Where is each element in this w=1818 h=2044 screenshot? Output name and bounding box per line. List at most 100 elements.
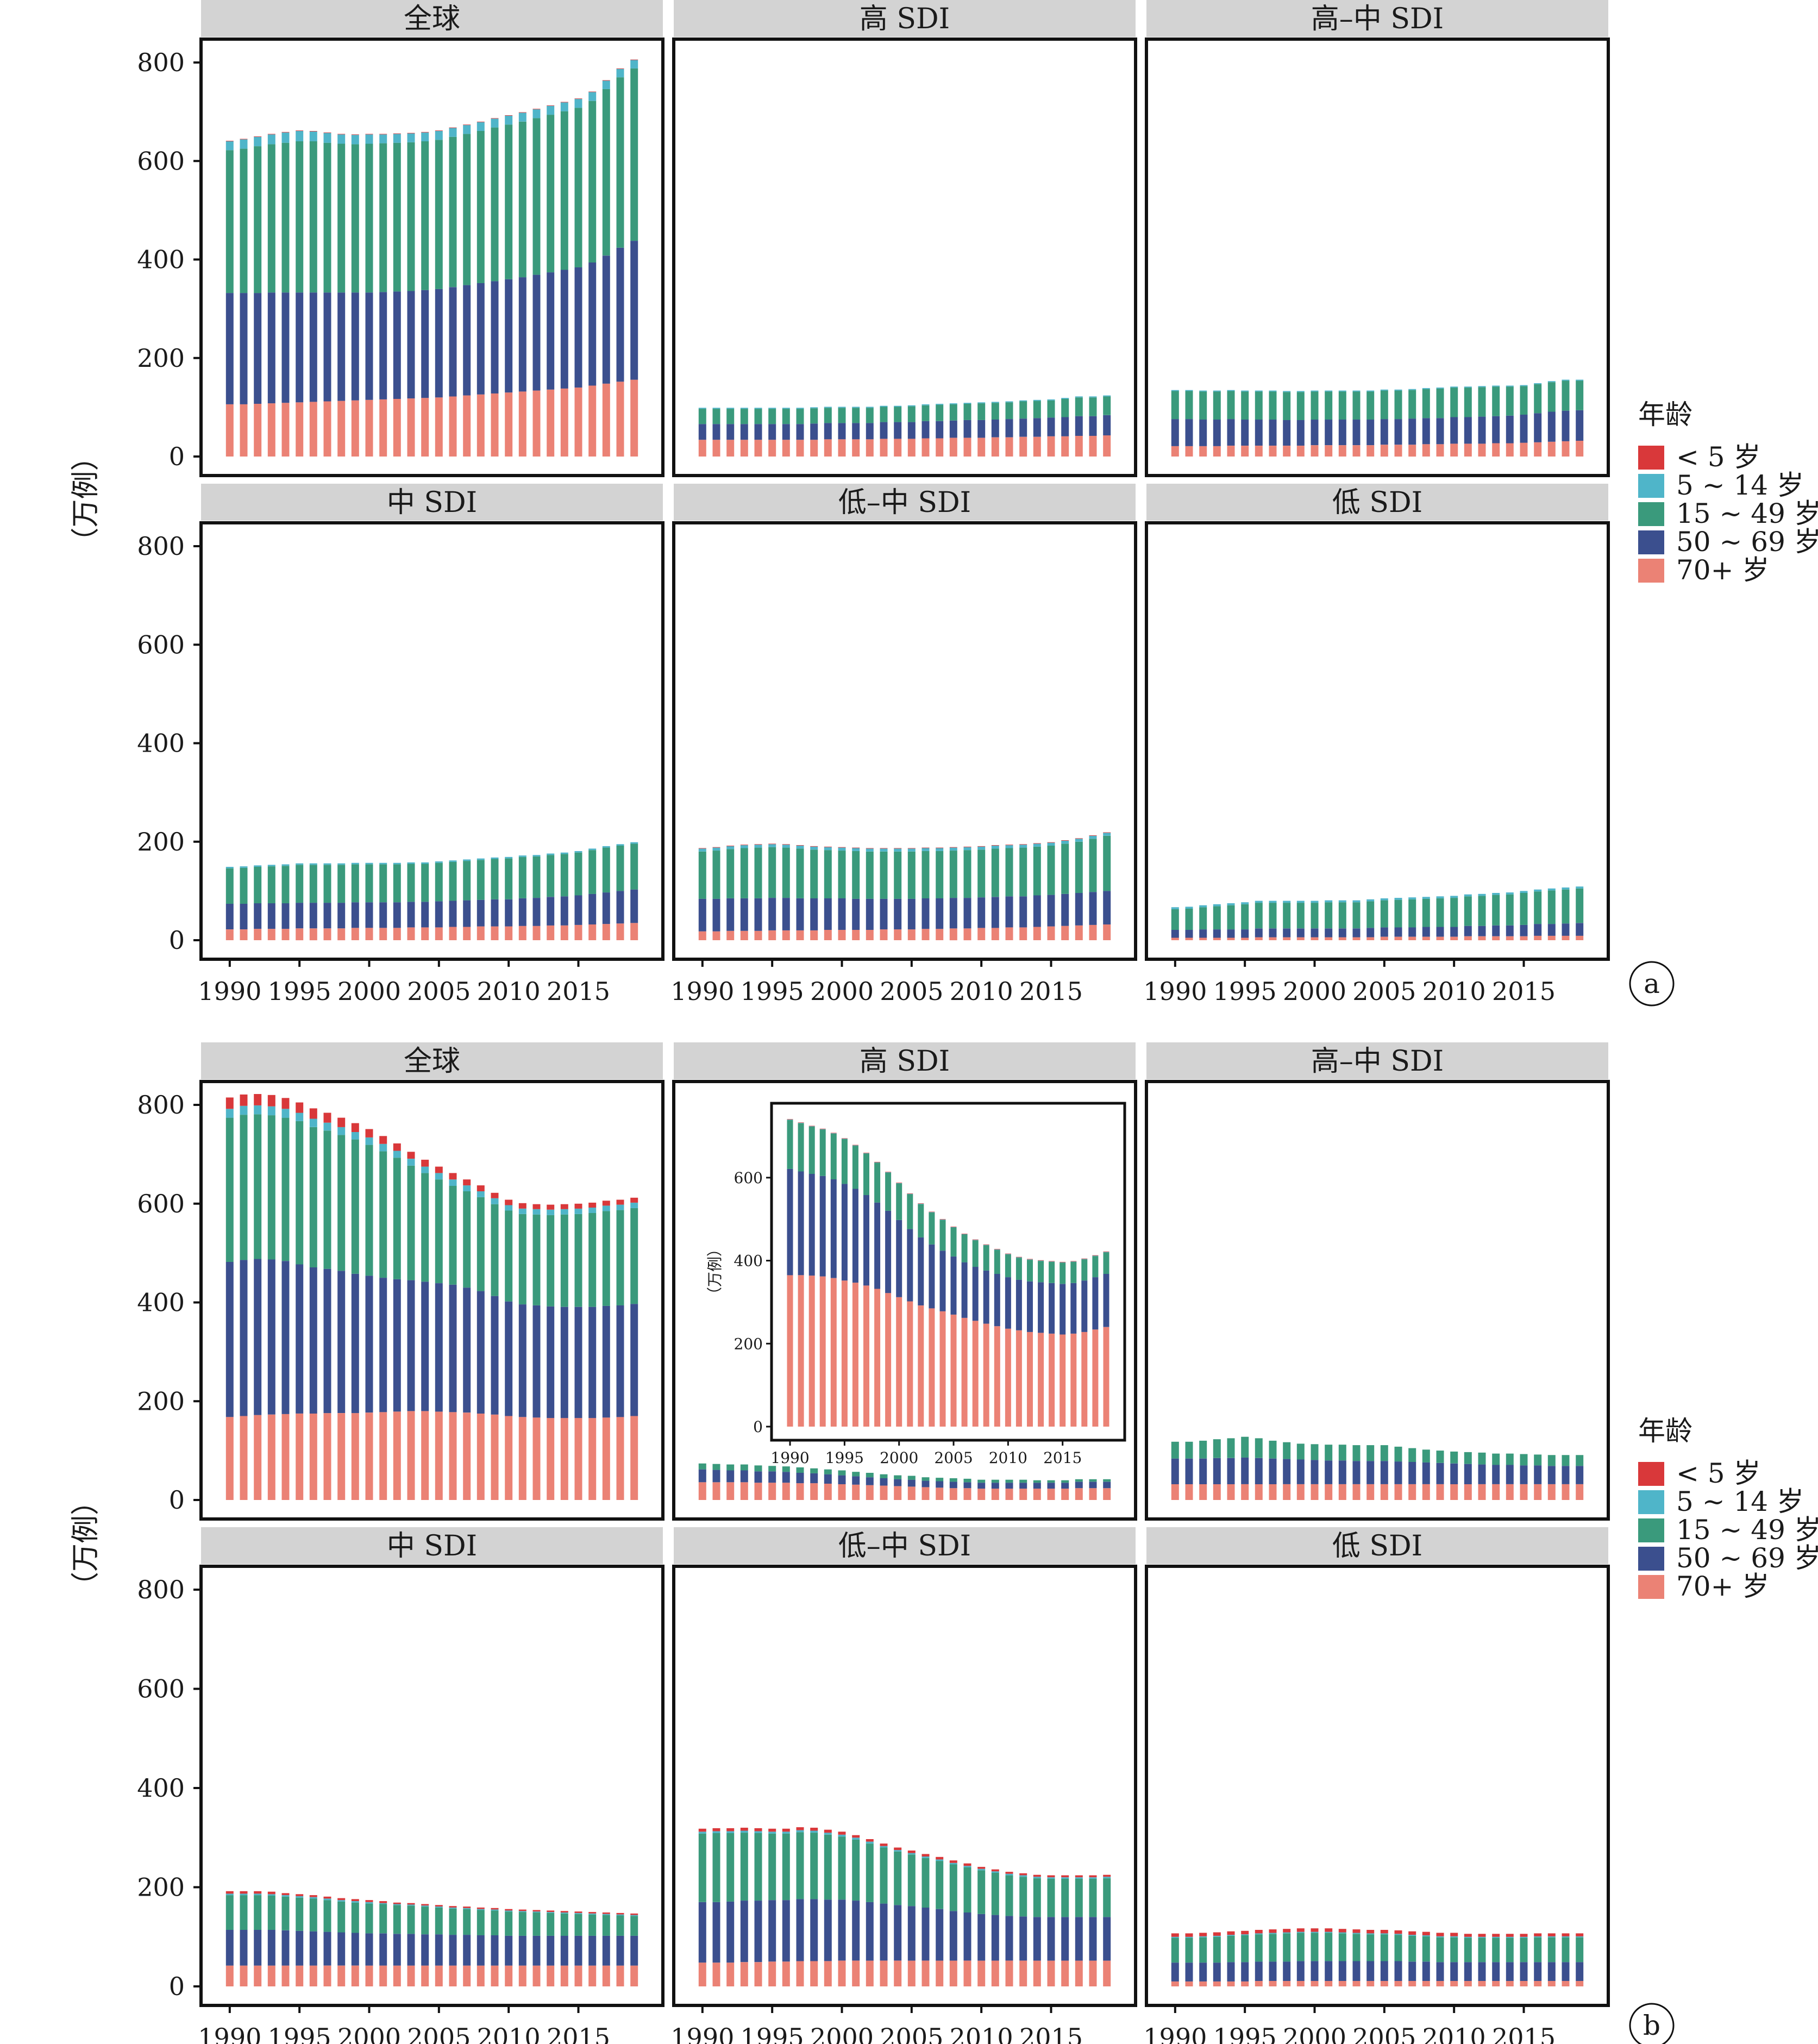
figb-panel2-bar-2015-0: [1520, 1484, 1528, 1500]
figa-panel1-bar-1993-1: [740, 424, 748, 440]
figb-panel3-bar-2000-4: [365, 1900, 373, 1902]
figb-panel5-bar-1991-1: [1185, 1962, 1193, 1982]
inset-bar-1997-1: [863, 1195, 869, 1286]
figa-panel2-bar-2015-0: [1520, 442, 1528, 457]
legend-b-swatch-0: [1638, 1462, 1664, 1486]
figa-panel3-bar-1998-3: [337, 863, 346, 865]
figb-panel3-bar-2000-3: [365, 1902, 373, 1904]
figb-panel1-title: 高 SDI: [860, 1045, 950, 1078]
figb-panel3-bar-2010-0: [505, 1965, 513, 1986]
inset-bar-1993-3: [819, 1129, 826, 1130]
figa-panel2-bar-1993-2: [1213, 391, 1221, 420]
figa-panel3-bar-1999-2: [351, 864, 359, 903]
figa-panel3-xlabel-1990: 1990: [198, 977, 261, 1006]
figa-panel1-bar-1998-2: [810, 408, 818, 424]
figb-panel1-bar-2010-1: [977, 1483, 986, 1489]
figb-panel0-bar-2011-0: [518, 1417, 526, 1500]
figb-panel5-bar-2010-4: [1450, 1933, 1458, 1936]
figb-panel3-bar-2000-2: [365, 1903, 373, 1934]
figa-panel2-bar-1992-1: [1199, 420, 1207, 446]
inset-bar-1993-0: [819, 1276, 826, 1427]
figb-panel1-strip: [674, 1042, 1136, 1079]
figa-panel4-bar-2016-4: [1061, 840, 1069, 841]
inset-bar-1998-1: [874, 1202, 881, 1289]
inset-bar-2019-0: [1103, 1327, 1109, 1427]
figa-panel4-bar-2011-4: [991, 845, 999, 846]
figa-panel1-bar-2016-0: [1061, 436, 1069, 457]
figa-panel0-bar-2009-3: [491, 118, 499, 128]
figa-panel2-bar-2007-2: [1408, 390, 1416, 419]
figb-panel0-bar-2006-1: [449, 1284, 457, 1412]
figa-panel3-bar-2002-0: [393, 928, 401, 940]
figb-panel1-bar-2014-1: [1033, 1483, 1041, 1489]
figb-panel0-bar-2012-0: [532, 1417, 541, 1500]
figb-panel4-bar-2013-4: [1019, 1873, 1027, 1876]
figa-panel4-bar-2009-3: [963, 847, 971, 851]
figb-panel1-bar-2009-2: [963, 1478, 971, 1483]
figb-panel4-bar-2012-4: [1005, 1872, 1013, 1874]
figa-panel2-frame: [1145, 37, 1610, 477]
figa-panel1-bar-1998-3: [810, 407, 818, 409]
figa-panel3-ylabel-200: 200: [137, 827, 185, 857]
figa-panel5-bar-2007-2: [1408, 899, 1416, 928]
figa-panel2-bar-1999-1: [1296, 420, 1305, 446]
figa-panel4-bar-1991-0: [712, 931, 720, 940]
figb-panel5-bar-1995-4: [1241, 1930, 1249, 1935]
figb-panel0-bar-1995-4: [296, 1102, 304, 1113]
figb-ylabel: （万例）: [70, 1487, 102, 1600]
figa-panel5-bar-2006-2: [1394, 899, 1402, 928]
figa-panel4-bar-2017-0: [1075, 925, 1083, 940]
inset-bar-2002-1: [918, 1237, 924, 1305]
figa-panel4-bar-2017-1: [1075, 893, 1083, 926]
figb-panel2-bar-2000-0: [1311, 1484, 1319, 1500]
legend-a-swatch-2: [1638, 502, 1664, 526]
figb-panel3-bar-2002-2: [393, 1905, 401, 1934]
figb-panel3-bar-2004-4: [421, 1904, 429, 1906]
figb-panel4-bar-2019-1: [1103, 1917, 1111, 1961]
figa-panel3-bar-2008-1: [477, 899, 485, 927]
figb-panel4-bar-1994-2: [754, 1833, 762, 1901]
figb-panel3-ylabel-800: 800: [137, 1575, 185, 1604]
figa-panel4-bar-2004-1: [894, 898, 902, 930]
figa-panel5-bar-2007-3: [1408, 897, 1416, 899]
figb-panel2-bar-2001-2: [1325, 1445, 1333, 1461]
figb-panel4-bar-2000-0: [838, 1960, 846, 1986]
figb-panel1-bar-2001-2: [852, 1472, 860, 1477]
figa-panel5-bar-2007-1: [1408, 927, 1416, 937]
figb-panel2-bar-2016-1: [1534, 1465, 1542, 1484]
figb-panel1-bar-2003-1: [880, 1478, 888, 1486]
figb-panel4-bar-2007-4: [936, 1857, 944, 1860]
inset-bar-2008-0: [983, 1323, 989, 1427]
figb-panel0-bar-1992-1: [254, 1259, 262, 1415]
figa-panel0-bar-1995-2: [296, 141, 304, 293]
figa-panel1-bar-2019-1: [1103, 415, 1111, 436]
figa-panel0-bar-1992-2: [254, 146, 262, 293]
figa-panel4-bar-1990-0: [698, 931, 706, 940]
figb-panel5-bar-2012-3: [1478, 1936, 1486, 1938]
inset-bar-2012-3: [1027, 1259, 1033, 1260]
figb-panel0-bar-2018-3: [616, 1204, 624, 1210]
figb-panel5-bar-1996-2: [1255, 1934, 1263, 1962]
figa-panel5-bar-2016-0: [1534, 935, 1542, 940]
figb-panel5-bar-1994-2: [1227, 1935, 1235, 1962]
figa-panel2-bar-2003-0: [1352, 445, 1361, 457]
figa-panel4-bar-2010-1: [977, 897, 986, 928]
inset-bar-2003-0: [929, 1308, 935, 1427]
inset-xlabel-1995: 1995: [825, 1449, 864, 1467]
figb-panel5-bar-2018-4: [1562, 1933, 1570, 1936]
figb-panel1-bar-2016-2: [1061, 1480, 1069, 1483]
inset-ylabel: （万例）: [706, 1241, 724, 1302]
figa-panel4-bar-2000-2: [838, 851, 846, 898]
figb-panel0-bar-2013-3: [547, 1209, 555, 1215]
figb-panel5-bar-2015-2: [1520, 1937, 1528, 1962]
figb-panel0-frame: [199, 1080, 664, 1521]
inset-bar-2016-0: [1070, 1334, 1077, 1427]
figb-panel1-bar-1990-2: [698, 1463, 706, 1470]
inset-bar-2005-2: [950, 1227, 957, 1257]
figa-panel4-bar-2005-1: [907, 898, 916, 930]
figb-panel3-bar-2003-4: [407, 1903, 415, 1905]
figb-panel0-bar-1997-0: [323, 1413, 331, 1500]
figa-panel0-bar-2017-1: [602, 255, 610, 384]
figa-panel5-bar-1998-0: [1283, 937, 1291, 940]
figa-panel5-bar-2019-0: [1576, 935, 1584, 940]
